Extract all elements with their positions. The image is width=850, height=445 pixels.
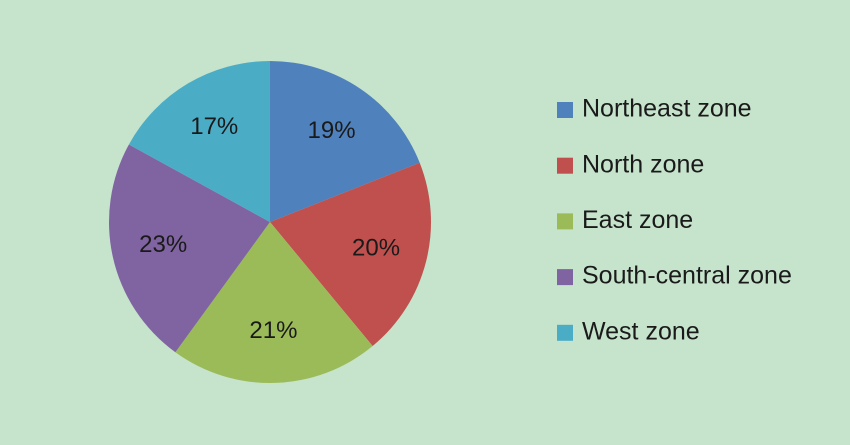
legend-label: Northeast zone (582, 95, 752, 123)
pie-slice (108, 144, 270, 353)
legend-swatch (557, 269, 573, 286)
legend-swatch (557, 157, 573, 174)
pie-slice (128, 60, 270, 222)
legend-label: South-central zone (582, 262, 792, 290)
legend-label: East zone (582, 206, 693, 234)
pie-slice (175, 222, 373, 384)
pie-slice (270, 162, 431, 347)
data-label: 23% (139, 231, 187, 258)
data-label: 20% (352, 235, 400, 262)
legend-label: West zone (582, 317, 700, 345)
data-label: 17% (190, 113, 238, 140)
legend-swatch (557, 102, 573, 118)
legend-swatch (557, 324, 573, 341)
legend-label: North zone (582, 150, 704, 178)
data-label: 21% (249, 317, 297, 344)
pie-slice (270, 61, 420, 222)
data-label: 19% (308, 117, 356, 144)
legend-swatch (557, 213, 573, 230)
